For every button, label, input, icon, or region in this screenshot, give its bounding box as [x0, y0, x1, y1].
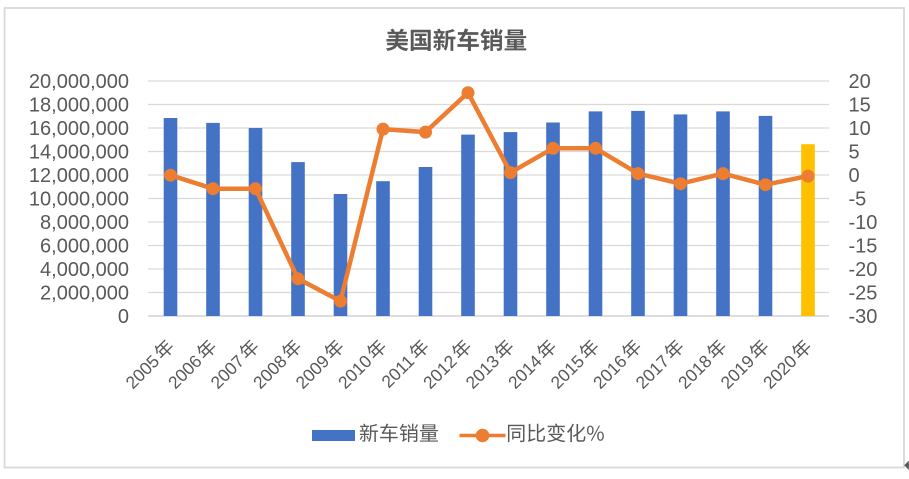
- svg-text:10,000,000: 10,000,000: [29, 188, 129, 210]
- svg-text:0: 0: [118, 306, 129, 328]
- svg-text:14,000,000: 14,000,000: [29, 141, 129, 163]
- svg-text:-15: -15: [849, 235, 878, 257]
- svg-text:5: 5: [849, 141, 860, 163]
- svg-text:16,000,000: 16,000,000: [29, 118, 129, 140]
- svg-text:20,000,000: 20,000,000: [29, 71, 129, 93]
- svg-text:2,000,000: 2,000,000: [40, 282, 129, 304]
- svg-text:-10: -10: [849, 212, 878, 234]
- svg-text:-5: -5: [849, 188, 867, 210]
- svg-text:4,000,000: 4,000,000: [40, 259, 129, 281]
- svg-text:6,000,000: 6,000,000: [40, 235, 129, 257]
- svg-text:-30: -30: [849, 306, 878, 328]
- svg-text:0: 0: [849, 165, 860, 187]
- svg-text:15: 15: [849, 94, 871, 116]
- svg-text:20: 20: [849, 71, 871, 93]
- svg-text:-20: -20: [849, 259, 878, 281]
- svg-text:10: 10: [849, 118, 871, 140]
- svg-text:18,000,000: 18,000,000: [29, 94, 129, 116]
- svg-text:-25: -25: [849, 282, 878, 304]
- svg-text:8,000,000: 8,000,000: [40, 212, 129, 234]
- svg-text:12,000,000: 12,000,000: [29, 165, 129, 187]
